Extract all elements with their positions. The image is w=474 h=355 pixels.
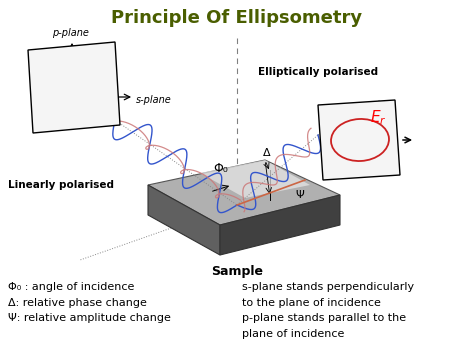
Text: s-plane stands perpendicularly
to the plane of incidence
p-plane stands parallel: s-plane stands perpendicularly to the pl… bbox=[242, 282, 414, 339]
Text: Elliptically polarised: Elliptically polarised bbox=[258, 67, 378, 77]
Text: Linearly polarised: Linearly polarised bbox=[8, 180, 114, 190]
Polygon shape bbox=[220, 195, 340, 255]
Text: $E_r$: $E_r$ bbox=[370, 109, 387, 127]
Text: Φ₀: Φ₀ bbox=[213, 162, 228, 175]
Polygon shape bbox=[148, 185, 220, 255]
Text: $E_i$: $E_i$ bbox=[83, 76, 98, 94]
Text: Sample: Sample bbox=[211, 265, 263, 278]
Polygon shape bbox=[318, 100, 400, 180]
Polygon shape bbox=[148, 160, 340, 225]
Text: Δ: Δ bbox=[263, 148, 271, 158]
Text: p-plane: p-plane bbox=[52, 28, 89, 38]
Text: Principle Of Ellipsometry: Principle Of Ellipsometry bbox=[111, 9, 363, 27]
Polygon shape bbox=[200, 160, 310, 198]
Text: Φ₀ : angle of incidence
Δ: relative phase change
Ψ: relative amplitude change: Φ₀ : angle of incidence Δ: relative phas… bbox=[8, 282, 171, 323]
Text: s-plane: s-plane bbox=[136, 95, 172, 105]
Text: Ψ: Ψ bbox=[295, 190, 304, 200]
Polygon shape bbox=[28, 42, 120, 133]
